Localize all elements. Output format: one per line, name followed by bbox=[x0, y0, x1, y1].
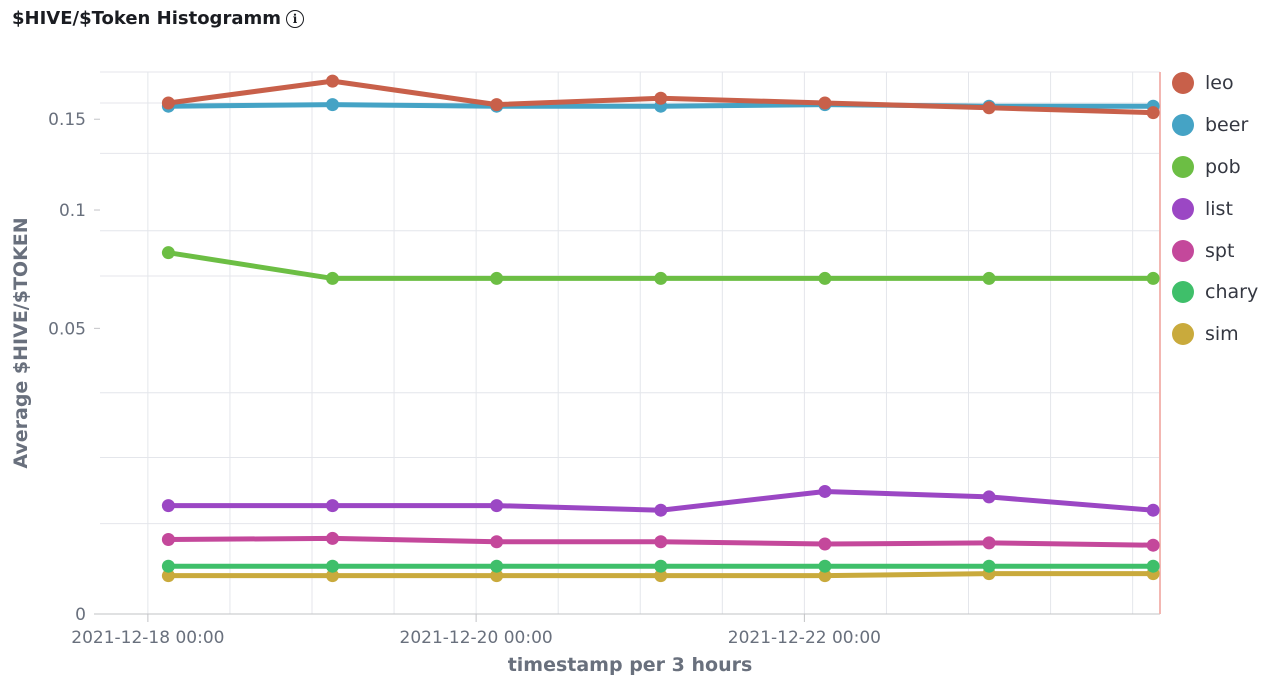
legend-swatch bbox=[1172, 323, 1194, 346]
data-point-leo[interactable] bbox=[490, 98, 504, 112]
data-point-sim[interactable] bbox=[490, 569, 504, 583]
data-point-chary[interactable] bbox=[1146, 559, 1160, 573]
data-point-pob[interactable] bbox=[490, 271, 504, 285]
y-tick-label: 0.15 bbox=[48, 110, 86, 130]
grid-lines bbox=[100, 71, 1160, 614]
y-tick-label: 0.1 bbox=[59, 201, 86, 221]
panel-title: $HIVE/$Token Histogramm i bbox=[12, 8, 304, 29]
data-point-leo[interactable] bbox=[982, 101, 996, 115]
x-tick-label: 2021-12-22 00:00 bbox=[728, 628, 881, 648]
legend-item-leo[interactable]: leo bbox=[1172, 62, 1258, 104]
x-tick-label: 2021-12-18 00:00 bbox=[71, 628, 224, 648]
data-point-chary[interactable] bbox=[161, 559, 175, 573]
legend-swatch bbox=[1172, 71, 1194, 94]
legend-label: beer bbox=[1205, 113, 1249, 136]
legend-item-chary[interactable]: chary bbox=[1172, 271, 1258, 313]
legend: leo beer pob list spt chary sim bbox=[1172, 62, 1258, 355]
x-tick-label: 2021-12-20 00:00 bbox=[400, 628, 553, 648]
y-tick-label: 0.05 bbox=[48, 319, 86, 339]
data-point-leo[interactable] bbox=[818, 96, 832, 110]
info-icon[interactable]: i bbox=[285, 9, 304, 28]
data-point-sim[interactable] bbox=[161, 569, 175, 583]
data-point-spt[interactable] bbox=[1146, 538, 1160, 552]
data-point-list[interactable] bbox=[1146, 503, 1160, 517]
data-point-pob[interactable] bbox=[818, 271, 832, 285]
data-point-pob[interactable] bbox=[161, 246, 175, 260]
legend-swatch bbox=[1172, 155, 1194, 178]
data-point-sim[interactable] bbox=[818, 569, 832, 583]
data-point-leo[interactable] bbox=[654, 91, 668, 105]
data-point-leo[interactable] bbox=[1146, 106, 1160, 120]
legend-label: spt bbox=[1205, 239, 1235, 262]
legend-label: sim bbox=[1205, 323, 1239, 346]
data-point-list[interactable] bbox=[161, 499, 175, 513]
data-point-leo[interactable] bbox=[161, 96, 175, 110]
legend-item-pob[interactable]: pob bbox=[1172, 146, 1258, 188]
data-point-spt[interactable] bbox=[982, 536, 996, 550]
data-point-sim[interactable] bbox=[326, 569, 340, 583]
legend-item-list[interactable]: list bbox=[1172, 188, 1258, 230]
legend-swatch bbox=[1172, 197, 1194, 220]
x-axis-title: timestamp per 3 hours bbox=[508, 654, 753, 676]
data-point-sim[interactable] bbox=[654, 569, 668, 583]
data-point-chary[interactable] bbox=[654, 559, 668, 573]
legend-swatch bbox=[1172, 281, 1194, 304]
legend-item-beer[interactable]: beer bbox=[1172, 104, 1258, 146]
data-point-leo[interactable] bbox=[326, 74, 340, 88]
legend-label: chary bbox=[1205, 281, 1259, 304]
legend-item-sim[interactable]: sim bbox=[1172, 313, 1258, 355]
data-point-chary[interactable] bbox=[982, 559, 996, 573]
legend-swatch bbox=[1172, 239, 1194, 262]
panel-title-text: $HIVE/$Token Histogramm bbox=[12, 8, 281, 29]
data-point-list[interactable] bbox=[818, 484, 832, 498]
data-point-spt[interactable] bbox=[161, 533, 175, 547]
data-point-list[interactable] bbox=[982, 490, 996, 504]
data-point-beer[interactable] bbox=[326, 98, 340, 112]
legend-label: pob bbox=[1205, 155, 1241, 178]
data-point-chary[interactable] bbox=[818, 559, 832, 573]
line-chart: 0 0.05 0.1 0.15 2021-12-18 00:00 2021-12-20 0… bbox=[10, 71, 1161, 676]
data-point-list[interactable] bbox=[326, 499, 340, 513]
series-lines bbox=[161, 74, 1160, 583]
data-point-pob[interactable] bbox=[654, 271, 668, 285]
legend-swatch bbox=[1172, 113, 1194, 136]
data-point-list[interactable] bbox=[654, 503, 668, 517]
legend-item-spt[interactable]: spt bbox=[1172, 230, 1258, 272]
y-tick-label: 0 bbox=[75, 605, 86, 625]
data-point-spt[interactable] bbox=[654, 535, 668, 549]
data-point-spt[interactable] bbox=[818, 537, 832, 551]
data-point-chary[interactable] bbox=[490, 559, 504, 573]
data-point-pob[interactable] bbox=[326, 271, 340, 285]
data-point-pob[interactable] bbox=[1146, 271, 1160, 285]
y-axis-title: Average $HIVE/$TOKEN bbox=[10, 217, 32, 468]
data-point-list[interactable] bbox=[490, 499, 504, 513]
legend-label: list bbox=[1205, 197, 1233, 220]
data-point-spt[interactable] bbox=[326, 531, 340, 545]
data-point-spt[interactable] bbox=[490, 535, 504, 549]
data-point-chary[interactable] bbox=[326, 559, 340, 573]
legend-label: leo bbox=[1205, 71, 1234, 94]
data-point-pob[interactable] bbox=[982, 271, 996, 285]
axes: 0 0.05 0.1 0.15 2021-12-18 00:00 2021-12-20 0… bbox=[48, 72, 1161, 648]
